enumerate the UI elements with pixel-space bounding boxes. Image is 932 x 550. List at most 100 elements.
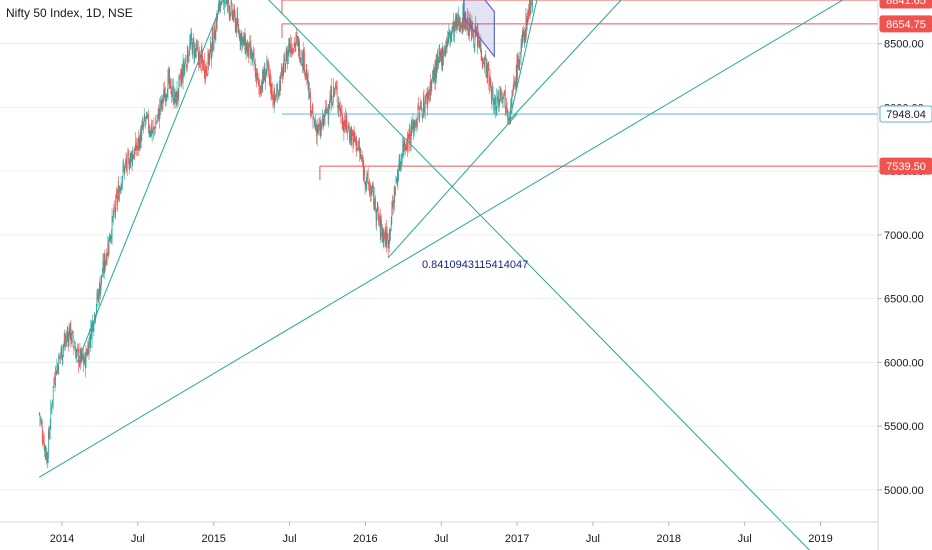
candle-body — [75, 352, 77, 361]
candle-body — [233, 8, 235, 17]
candle-body — [378, 221, 380, 223]
price-label-text: 7948.04 — [886, 109, 926, 121]
candle-body — [361, 157, 363, 160]
candle-body — [303, 51, 305, 70]
candle-body — [165, 95, 167, 98]
candle-body — [284, 58, 286, 73]
candle-body — [502, 100, 504, 102]
candle-body — [352, 132, 354, 146]
candle-body — [521, 38, 523, 44]
candle-body — [43, 440, 44, 443]
candle-body — [204, 72, 206, 77]
candle-body — [109, 233, 110, 242]
candle-body — [410, 124, 412, 144]
candle-body — [338, 102, 340, 111]
candle-body — [432, 78, 433, 79]
candle-body — [52, 386, 54, 401]
candle-body — [77, 346, 78, 349]
candle-body — [359, 154, 361, 156]
price-label-text: 8841.65 — [886, 0, 926, 7]
candle-body — [58, 356, 60, 359]
candle-body — [150, 126, 152, 137]
candle-body — [194, 46, 195, 61]
candle-body — [75, 349, 77, 359]
candle-body — [456, 15, 458, 28]
candle-body — [331, 104, 333, 106]
candle-body — [466, 26, 467, 28]
candle-body — [223, 0, 225, 6]
candle-body — [243, 36, 245, 46]
candle-body — [512, 90, 513, 95]
candle-body — [486, 62, 487, 78]
candle-body — [382, 232, 384, 243]
candle-body — [524, 32, 526, 45]
candle-body — [511, 93, 513, 106]
candle-body — [281, 67, 283, 71]
candle-body — [365, 182, 367, 184]
candle-body — [267, 60, 269, 71]
candle-body — [398, 172, 399, 180]
candle-body — [416, 119, 418, 130]
candle-body — [335, 85, 337, 88]
candle-body — [353, 130, 355, 136]
candle-body — [365, 183, 367, 189]
candle-body — [355, 136, 357, 144]
candle-body — [426, 92, 428, 105]
candle-body — [111, 215, 113, 239]
candle-body — [529, 0, 531, 10]
candle-body — [324, 108, 326, 117]
candle-body — [477, 32, 479, 45]
candle-body — [160, 99, 161, 109]
candle-body — [353, 131, 354, 144]
candle-body — [137, 145, 138, 150]
candle-body — [356, 137, 357, 152]
candle-body — [435, 62, 436, 84]
candle-body — [217, 6, 219, 15]
candle-body — [83, 361, 85, 363]
candle-body — [382, 229, 384, 238]
x-tick-label: 2015 — [201, 533, 225, 545]
candle-body — [126, 161, 127, 167]
candle-body — [73, 346, 75, 349]
candle-body — [328, 111, 330, 119]
candle-body — [148, 114, 149, 130]
candle-body — [351, 133, 353, 141]
candle-body — [108, 247, 109, 251]
candle-body — [42, 438, 44, 443]
candle-body — [113, 205, 115, 216]
candle-body — [181, 70, 183, 79]
candle-body — [257, 73, 259, 77]
candle-body — [466, 25, 468, 29]
candle-body — [520, 44, 522, 58]
candle-body — [473, 44, 475, 48]
candle-body — [112, 215, 114, 219]
candle-body — [304, 70, 306, 72]
candle-body — [247, 46, 248, 55]
candle-body — [413, 123, 415, 131]
candle-body — [348, 131, 350, 138]
candle-body — [470, 19, 472, 30]
candle-body — [183, 61, 185, 71]
candle-body — [291, 44, 293, 52]
candle-body — [427, 92, 429, 97]
candle-body — [318, 124, 319, 132]
candle-body — [285, 63, 286, 73]
candle-body — [320, 127, 322, 135]
candle-body — [145, 120, 146, 122]
candle-body — [447, 33, 449, 42]
candle-body — [507, 117, 509, 118]
candle-body — [306, 72, 308, 84]
candle-body — [406, 146, 408, 150]
candle-body — [51, 407, 52, 410]
candle-body — [316, 125, 317, 137]
candle-body — [220, 0, 222, 4]
candle-body — [176, 91, 177, 106]
candle-body — [419, 107, 421, 119]
candle-body — [65, 337, 67, 339]
candle-body — [58, 354, 60, 375]
candle-body — [305, 70, 307, 77]
candle-body — [349, 136, 351, 141]
candle-body — [239, 35, 241, 42]
